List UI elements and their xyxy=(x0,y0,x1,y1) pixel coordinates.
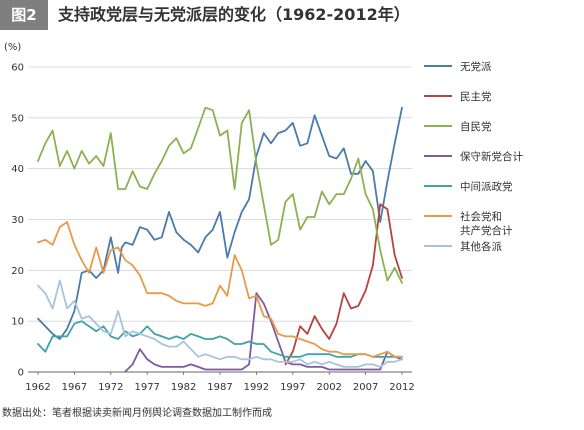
x-tick-label: 1967 xyxy=(62,382,87,393)
y-tick-label: 60 xyxy=(11,63,24,74)
y-tick-label: 30 xyxy=(11,215,24,226)
series-line-3 xyxy=(37,106,403,284)
series-layer xyxy=(37,106,403,373)
x-tick-label: 1962 xyxy=(25,382,50,393)
legend-label: 无党派 xyxy=(460,60,492,73)
x-tick-label: 1997 xyxy=(280,382,305,393)
legend-label: 其他各派 xyxy=(460,240,502,253)
legend-label: 保守新党合计 xyxy=(460,150,523,163)
series-line-1 xyxy=(37,106,403,340)
y-tick-label: 40 xyxy=(11,164,24,175)
series-line-7 xyxy=(37,279,403,368)
legend-label: 社会党和 xyxy=(460,210,502,223)
x-tick-label: 1982 xyxy=(171,382,196,393)
y-tick-label: 10 xyxy=(11,317,24,328)
y-tick-label: 50 xyxy=(11,113,24,124)
x-tick-label: 1972 xyxy=(98,382,123,393)
x-tick-label: 1992 xyxy=(244,382,269,393)
y-tick-label: 20 xyxy=(11,266,24,277)
series-line-2 xyxy=(284,203,403,366)
legend-label: 共产党合计 xyxy=(460,224,513,237)
figure-title: 支持政党层与无党派层的变化（1962-2012年） xyxy=(58,5,410,24)
legend-label: 民主党 xyxy=(460,90,492,103)
line-chart: (%) 0 10 20 30 40 50 60 1962 1967 1972 1977 1982 198… xyxy=(4,42,523,394)
series-line-4 xyxy=(124,292,403,373)
x-tick-label: 1977 xyxy=(134,382,159,393)
series-line-5 xyxy=(37,320,403,358)
y-tick-label: 0 xyxy=(18,368,24,379)
x-tick-label: 2002 xyxy=(316,382,341,393)
title-row: 图2 支持政党层与无党派层的变化（1962-2012年） xyxy=(0,0,584,30)
series-line-6 xyxy=(37,221,403,358)
axis-layer: 0 10 20 30 40 50 60 1962 1967 1972 1977 1982 1987 199… xyxy=(11,63,414,394)
grid-layer xyxy=(28,66,412,373)
x-tick-label: 2012 xyxy=(389,382,414,393)
legend-label: 自民党 xyxy=(460,120,492,133)
source-note: 数据出处：笔者根据读卖新闻月例舆论调查数据加工制作而成 xyxy=(2,408,272,419)
figure-label: 图2 xyxy=(0,0,48,30)
x-tick-label: 1987 xyxy=(207,382,232,393)
legend-label: 中间派政党 xyxy=(460,180,513,193)
y-axis-unit-label: (%) xyxy=(4,42,21,53)
x-tick-label: 2007 xyxy=(353,382,378,393)
